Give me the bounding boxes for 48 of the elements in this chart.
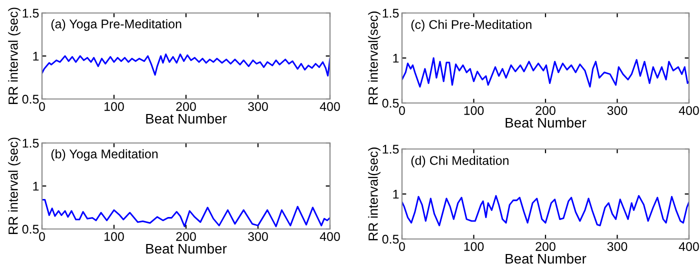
- y-tick-label: 0.5: [382, 98, 399, 108]
- line-series: [42, 198, 330, 228]
- y-tick-label: 1: [393, 190, 399, 199]
- line-series: [42, 54, 330, 77]
- line-series: [402, 195, 689, 226]
- y-tick-label: 1.5: [382, 144, 399, 154]
- x-tick-label: 100: [104, 102, 124, 111]
- x-tick-label: 200: [536, 242, 556, 251]
- y-tick-label: 1: [33, 182, 39, 191]
- chart-title: (a) Yoga Pre-Meditation: [51, 19, 182, 31]
- x-tick-label: 300: [607, 242, 628, 251]
- x-tick-label: 300: [607, 106, 628, 115]
- x-tick-label: 0: [39, 102, 45, 111]
- chart-title: (b) Yoga Meditation: [51, 149, 158, 161]
- y-tick-label: 1.5: [22, 8, 39, 18]
- x-axis-title: Beat Number: [146, 243, 227, 254]
- y-tick-label: 0.5: [22, 224, 39, 234]
- x-tick-label: 100: [464, 106, 484, 115]
- x-tick-label: 100: [464, 242, 484, 251]
- x-tick-label: 0: [39, 232, 45, 241]
- y-tick-label: 0.5: [382, 234, 399, 244]
- y-axis-title: RR interval(sec): [368, 12, 380, 104]
- x-tick-label: 400: [320, 102, 340, 111]
- x-axis-title: Beat Number: [506, 117, 586, 128]
- y-axis-title: RR interval (sec): [8, 138, 20, 234]
- y-axis-title: RR interval(sec): [368, 148, 380, 240]
- x-tick-label: 200: [176, 232, 196, 241]
- y-tick-label: 1: [33, 52, 39, 61]
- x-axis-title: Beat Number: [506, 253, 586, 264]
- text: (c) Chi Pre-Meditation: [411, 20, 532, 32]
- x-tick-label: 300: [248, 102, 268, 111]
- x-tick-label: 300: [248, 232, 268, 241]
- x-tick-label: 200: [536, 106, 556, 115]
- x-tick-label: 100: [104, 232, 124, 241]
- y-tick-label: 1: [393, 54, 399, 63]
- x-tick-label: 200: [176, 102, 196, 111]
- y-tick-label: 0.5: [22, 94, 39, 104]
- y-axis-title: RR interval (sec): [8, 8, 20, 104]
- x-tick-label: 400: [320, 232, 340, 241]
- text: (d) Chi Meditation: [411, 156, 508, 168]
- x-tick-label: 0: [399, 106, 405, 115]
- x-axis-title: Beat Number: [146, 113, 227, 124]
- y-tick-label: 1.5: [382, 8, 399, 18]
- x-tick-label: 400: [678, 106, 699, 115]
- x-tick-label: 400: [678, 242, 699, 251]
- line-series: [402, 57, 689, 88]
- x-tick-label: 0: [399, 242, 405, 251]
- y-tick-label: 1.5: [22, 138, 39, 148]
